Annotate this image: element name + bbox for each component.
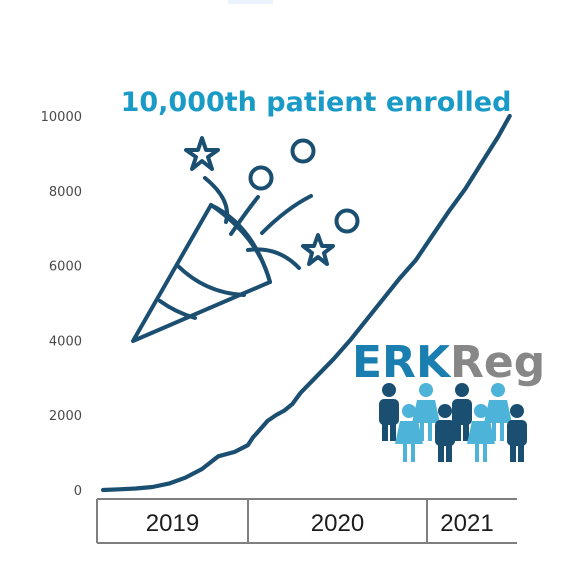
y-tick-label: 8000 <box>49 185 82 200</box>
person-icon <box>452 383 472 441</box>
top-decoration <box>228 0 273 4</box>
person-icon <box>507 404 527 462</box>
y-tick-label: 2000 <box>49 409 82 424</box>
series-line <box>100 113 512 493</box>
erkreg-logo: ERKReg <box>352 337 545 462</box>
person-icon <box>484 383 512 441</box>
person-icon <box>395 404 423 462</box>
x-tick-label: 2020 <box>311 510 364 537</box>
logo-part-reg: Reg <box>450 337 545 388</box>
x-tick-label: 2019 <box>146 510 199 537</box>
party-popper-icon <box>131 136 360 343</box>
group-of-people-icon <box>379 383 527 462</box>
x-axis: 2019 2020 2021 <box>96 498 517 544</box>
person-icon <box>379 383 399 441</box>
person-icon <box>467 404 495 462</box>
logo-part-erk: ERK <box>352 337 452 388</box>
y-tick-label: 10000 <box>41 110 82 125</box>
y-tick-label: 0 <box>74 484 82 499</box>
y-axis: 0 2000 4000 6000 8000 10000 <box>41 110 82 499</box>
y-tick-label: 6000 <box>49 260 82 275</box>
person-icon <box>435 404 455 462</box>
logo-wordmark: ERKReg <box>352 337 545 388</box>
annotation-headline: 10,000th patient enrolled <box>121 87 512 118</box>
x-tick-label: 2021 <box>440 510 493 537</box>
person-icon <box>412 383 440 441</box>
y-tick-label: 4000 <box>49 334 82 349</box>
